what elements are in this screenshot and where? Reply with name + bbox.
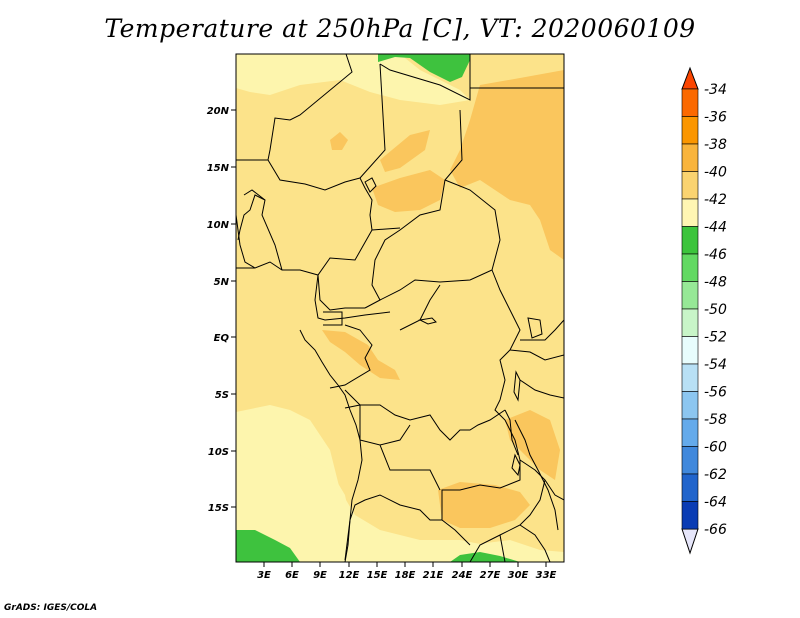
map-panel	[236, 54, 564, 562]
contour-fill-38-40-west	[322, 330, 400, 380]
lat-label-10s: 10S	[208, 447, 229, 458]
colorbar-box	[681, 226, 699, 255]
lat-label-20n: 20N	[207, 106, 230, 117]
contour-fill-38-40-south	[438, 482, 530, 528]
colorbar-box	[681, 253, 699, 282]
coastline	[236, 214, 363, 562]
colorbar-under-arrow	[681, 528, 699, 555]
map-frame	[235, 53, 565, 563]
colorbar-box	[681, 363, 699, 392]
contour-fill-42-44-north	[236, 54, 470, 105]
colorbar-label: -58	[704, 412, 727, 428]
colorbar-label: -36	[704, 110, 727, 126]
colorbar-label: -42	[704, 192, 727, 208]
colorbar-box	[681, 336, 699, 365]
colorbar-label: -54	[704, 357, 727, 373]
colorbar-box	[681, 501, 699, 530]
colorbar-box	[681, 143, 699, 172]
colorbar: -34 -36 -38 -40 -42 -44 -46 -48 -50 -52 -54 -56 -58 -…	[681, 66, 727, 555]
lat-label-15n: 15N	[207, 163, 230, 174]
lon-label-9e: 9E	[313, 570, 327, 581]
lon-label-33e: 33E	[536, 570, 557, 581]
lon-label-24e: 24E	[452, 570, 473, 581]
longitude-axis: 3E 6E 9E 12E 15E 18E 21E 24E 27E 30E 33E	[257, 562, 557, 581]
colorbar-box	[681, 281, 699, 310]
colorbar-label: -50	[704, 302, 727, 318]
colorbar-label: -38	[704, 137, 727, 153]
contour-fill-42-44-southwest	[236, 440, 360, 562]
contour-fill-44-46-sw	[236, 530, 300, 562]
colorbar-label: -34	[704, 82, 727, 98]
colorbar-label: -40	[704, 165, 727, 181]
lat-label-eq: EQ	[214, 333, 230, 344]
lon-label-27e: 27E	[480, 570, 501, 581]
colorbar-box	[681, 308, 699, 337]
colorbar-label: -48	[704, 275, 727, 291]
contour-fill-38-40-central	[372, 170, 445, 212]
contour-fill-44-46-north	[378, 54, 470, 82]
lon-label-3e: 3E	[257, 570, 271, 581]
lon-label-18e: 18E	[395, 570, 416, 581]
lon-label-12e: 12E	[339, 570, 360, 581]
colorbar-box	[681, 473, 699, 502]
colorbar-box	[681, 391, 699, 420]
colorbar-label: -56	[704, 385, 727, 401]
grads-credit: GrADS: IGES/COLA	[4, 603, 98, 613]
lat-label-5s: 5S	[215, 390, 229, 401]
colorbar-label: -66	[704, 522, 727, 538]
lakes	[364, 177, 543, 477]
lon-label-21e: 21E	[423, 570, 444, 581]
political-borders	[236, 54, 564, 562]
colorbar-label: -46	[704, 247, 727, 263]
colorbar-box	[681, 198, 699, 227]
colorbar-label: -52	[704, 330, 727, 346]
colorbar-box	[681, 418, 699, 447]
lat-label-5n: 5N	[214, 277, 230, 288]
colorbar-label: -62	[704, 467, 727, 483]
latitude-axis: 20N 15N 10N 5N EQ 5S 10S 15S	[207, 106, 236, 514]
lon-label-30e: 30E	[508, 570, 529, 581]
contour-fill-38-40-streak	[380, 130, 430, 172]
contour-fill-38-40-ne	[450, 70, 564, 260]
colorbar-label: -60	[704, 440, 727, 456]
contour-fill-38-40-north	[330, 132, 348, 150]
lat-label-15s: 15S	[208, 503, 229, 514]
colorbar-label: -64	[704, 495, 727, 511]
lon-label-6e: 6E	[285, 570, 299, 581]
colorbar-box	[681, 171, 699, 200]
map-title: Temperature at 250hPa [C], VT: 202006010…	[104, 14, 696, 43]
contour-fill-44-46-south	[450, 552, 520, 562]
colorbar-box	[681, 88, 699, 117]
colorbar-label: -44	[704, 220, 727, 236]
lon-label-15e: 15E	[367, 570, 388, 581]
lat-label-10n: 10N	[207, 220, 230, 231]
colorbar-box	[681, 446, 699, 475]
colorbar-over-arrow	[681, 66, 699, 90]
colorbar-box	[681, 116, 699, 145]
